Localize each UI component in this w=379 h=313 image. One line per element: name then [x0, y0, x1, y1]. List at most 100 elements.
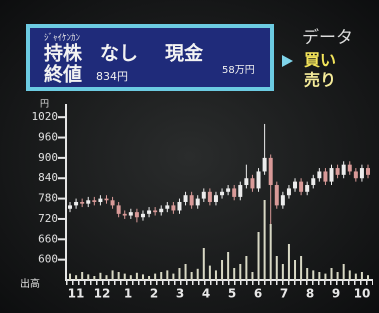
candle-body [342, 165, 346, 175]
volume-bar [258, 232, 260, 280]
candle-body [214, 195, 218, 202]
volume-bar [118, 272, 120, 280]
candle-body [287, 188, 291, 195]
volume-bar [69, 274, 71, 280]
y-tick-label: 600 [38, 253, 58, 266]
volume-bar [349, 270, 351, 280]
candle-body [360, 168, 364, 178]
candle-body [104, 199, 108, 201]
volume-bar [282, 264, 284, 280]
volume-bar [337, 272, 339, 280]
volume-bar [178, 268, 180, 280]
candle-body [177, 202, 181, 210]
volume-bar [209, 266, 211, 280]
candle-body [348, 165, 352, 172]
candle-body [196, 199, 200, 206]
candle-body [323, 171, 327, 181]
candle-body [257, 171, 261, 188]
candle-body [208, 192, 212, 202]
candle-body [86, 200, 90, 203]
volume-bar [270, 224, 272, 280]
candle-body [305, 185, 309, 192]
candle-body [165, 205, 169, 208]
volume-bar [124, 274, 126, 280]
x-tick-label: 4 [202, 287, 210, 301]
y-tick-label: 720 [38, 212, 58, 225]
candle-body [238, 185, 242, 197]
candle-body [250, 178, 254, 188]
x-tick-label: 3 [176, 287, 184, 301]
volume-bar [306, 268, 308, 280]
x-tick-label: 9 [332, 287, 340, 301]
candle-body [330, 168, 334, 182]
volume-bar [81, 272, 83, 280]
volume-bar [203, 248, 205, 280]
volume-bar [105, 275, 107, 280]
y-tick-label: 900 [38, 151, 58, 164]
volume-bar [227, 252, 229, 280]
volume-bar [318, 272, 320, 280]
volume-bar [142, 274, 144, 280]
candle-body [354, 171, 358, 178]
volume-bar [197, 269, 199, 280]
volume-bar [367, 275, 369, 280]
x-tick-label: 5 [228, 287, 236, 301]
volume-label: 出高 [20, 277, 40, 290]
volume-bar [160, 272, 162, 280]
volume-bar [221, 260, 223, 280]
candle-body [366, 168, 370, 175]
candle-body [111, 200, 115, 205]
y-tick-label: 780 [38, 192, 58, 205]
volume-bar [312, 270, 314, 280]
candle-body [184, 195, 188, 202]
y-tick-label: 1020 [32, 110, 59, 123]
candle-body [117, 205, 121, 213]
candle-body [299, 182, 303, 192]
page: ｼﾞｬｲｹﾝｶﾝ 持株 なし 現金 終値 834円 58万円 データ 買い 売り… [0, 0, 379, 313]
candle-body [129, 212, 133, 215]
candle-body [317, 171, 321, 178]
candle-body [281, 195, 285, 205]
y-tick-label: 840 [38, 171, 58, 184]
volume-bar [331, 268, 333, 280]
volume-bar [148, 276, 150, 280]
volume-bar [251, 272, 253, 280]
candle-body [293, 182, 297, 189]
x-tick-label: 7 [280, 287, 288, 301]
close-value: 834円 [96, 70, 128, 83]
volume-bar [288, 244, 290, 280]
holding-label: 持株 [44, 42, 83, 65]
menu-item[interactable]: 売り [304, 71, 336, 90]
volume-bar [136, 273, 138, 280]
volume-bar [99, 273, 101, 280]
volume-bar [215, 270, 217, 280]
volume-bar [300, 256, 302, 280]
y-tick-label: 660 [38, 232, 58, 245]
x-tick-label: 6 [254, 287, 262, 301]
candle-body [141, 214, 145, 217]
volume-bar [172, 274, 174, 280]
candle-body [311, 178, 315, 185]
volume-bar [245, 256, 247, 280]
close-label: 終値 [44, 63, 82, 86]
candle-body [92, 200, 96, 202]
volume-bar [154, 274, 156, 280]
candle-body [98, 199, 102, 202]
candle-body [153, 210, 157, 212]
menu-item[interactable]: 買い [304, 51, 336, 70]
candle-body [74, 202, 78, 205]
candle-body [244, 178, 248, 185]
y-tick-label: 960 [38, 131, 58, 144]
candle-body [269, 158, 273, 185]
candle-body [80, 202, 84, 204]
menu-title: データ [302, 27, 353, 48]
volume-bar [239, 264, 241, 280]
candle-body [159, 209, 163, 212]
cash-label: 現金 [165, 42, 204, 65]
candle-body [135, 212, 139, 217]
candle-body [147, 210, 151, 213]
cash-value: 58万円 [222, 65, 255, 76]
volume-bar [130, 275, 132, 280]
volume-bar [343, 264, 345, 280]
volume-bar [361, 272, 363, 280]
